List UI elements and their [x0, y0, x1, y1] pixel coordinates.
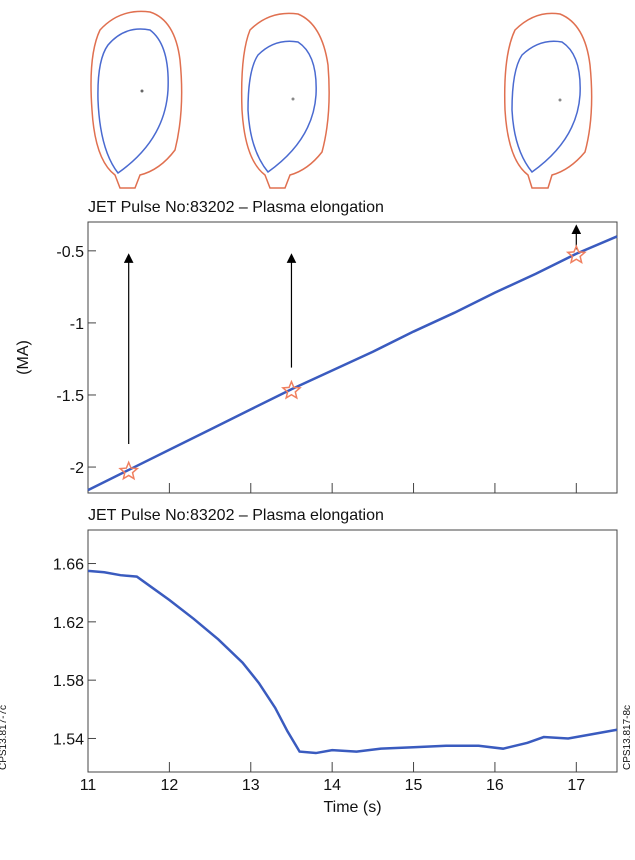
plot-frame: [87, 529, 618, 773]
x-tick-label: 12: [160, 777, 178, 794]
x-tick-label: 13: [242, 777, 260, 794]
plot-frame: [87, 221, 618, 494]
plasma-shapes: [90, 10, 593, 189]
side-note: CPS13.817-8c: [622, 705, 633, 770]
star-marker: [118, 460, 140, 481]
y-tick-label: -1.5: [56, 388, 84, 405]
data-line: [87, 235, 618, 492]
x-tick-label: 16: [486, 777, 504, 794]
y-axis-label: (MA): [15, 340, 32, 375]
star-marker: [565, 244, 587, 265]
y-tick-label: 1.66: [53, 557, 84, 574]
y-tick-label: -0.5: [56, 244, 84, 261]
x-axis-label: Time (s): [323, 799, 381, 816]
star-marker: [281, 379, 302, 400]
data-line: [87, 569, 618, 755]
x-tick-label: 14: [323, 777, 341, 794]
chart-title: JET Pulse No:83202 – Plasma elongation: [88, 507, 384, 524]
y-tick-label: 1.54: [53, 731, 84, 748]
x-tick-label: 11: [80, 777, 97, 794]
x-tick-label: 15: [405, 777, 423, 794]
side-note: CPS13.817-7c: [0, 705, 9, 770]
y-tick-label: -2: [70, 460, 84, 477]
x-tick-label: 17: [567, 777, 585, 794]
y-tick-label: -1: [70, 316, 84, 333]
y-tick-label: 1.62: [53, 615, 84, 632]
y-tick-label: 1.58: [53, 673, 84, 690]
chart-title: JET Pulse No:83202 – Plasma elongation: [88, 199, 384, 216]
